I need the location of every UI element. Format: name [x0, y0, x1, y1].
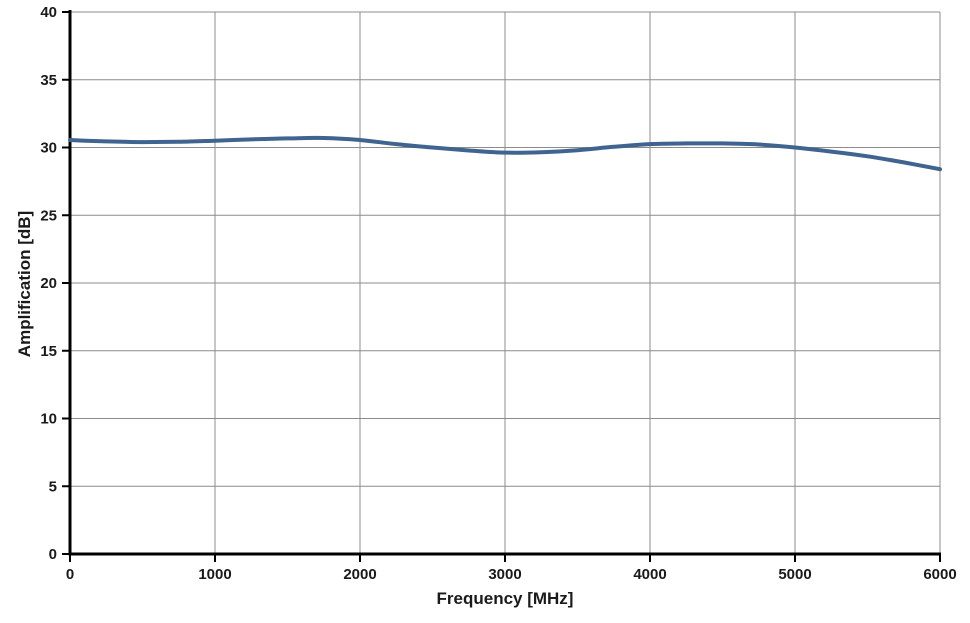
x-tick-label: 4000: [633, 566, 666, 583]
y-tick-label: 35: [40, 72, 57, 89]
y-tick-label: 30: [40, 140, 57, 157]
y-tick-label: 5: [49, 478, 57, 495]
amplification-series-line: [68, 135, 942, 172]
x-tick-label: 1000: [198, 566, 231, 583]
y-tick-label: 0: [49, 546, 57, 563]
y-tick-label: 15: [40, 343, 57, 360]
y-axis-title: Amplification [dB]: [15, 210, 34, 358]
y-tick-label: 20: [40, 275, 57, 292]
x-tick-label: 6000: [923, 566, 956, 583]
y-tick-label: 25: [40, 207, 57, 224]
x-tick-label: 5000: [778, 566, 811, 583]
x-tick-label: 2000: [343, 566, 376, 583]
x-axis-title: Frequency [MHz]: [436, 589, 574, 608]
y-tick-label: 40: [40, 4, 57, 21]
y-tick-label: 10: [40, 411, 57, 428]
x-tick-label: 0: [66, 566, 74, 583]
x-tick-label: 3000: [488, 566, 521, 583]
